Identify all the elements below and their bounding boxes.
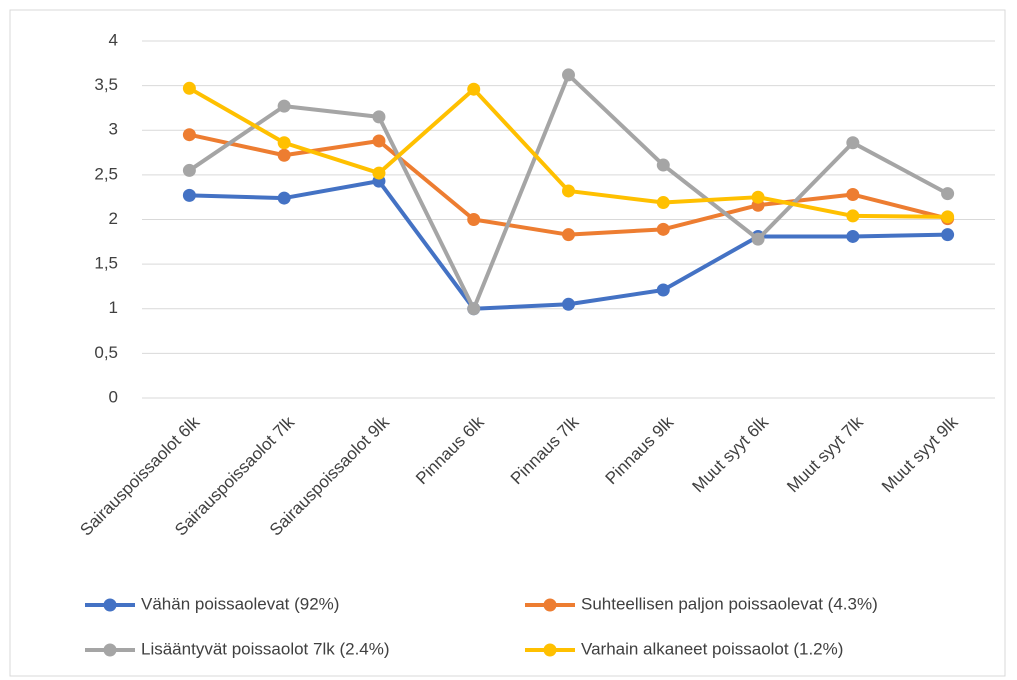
legend-label: Suhteellisen paljon poissaolevat (4.3%) [581,594,878,613]
data-point [941,228,955,242]
data-point [846,229,860,243]
data-point [562,228,575,242]
y-tick-label: 1,5 [94,254,118,273]
y-tick-label: 0,5 [94,343,118,362]
y-tick-label: 3,5 [94,75,118,94]
data-point [277,191,291,205]
data-point [562,184,575,198]
legend-marker [103,598,117,612]
data-point [656,196,670,210]
data-point [182,163,196,177]
legend-label: Lisääntyvät poissaolot 7lk (2.4%) [141,639,390,658]
legend-label: Varhain alkaneet poissaolot (1.2%) [581,639,843,658]
data-point [467,82,481,96]
data-point [182,188,196,202]
data-point [846,209,860,223]
y-tick-label: 3 [109,120,118,139]
data-point [846,188,860,202]
data-point [846,136,860,150]
legend-marker [103,643,117,657]
data-point [277,136,291,150]
data-point [277,148,291,162]
data-point [656,222,670,236]
y-tick-label: 2 [109,209,118,228]
data-point [941,187,955,201]
data-point [467,213,481,226]
legend-marker [543,598,557,612]
data-point [656,283,670,297]
y-tick-label: 0 [109,387,118,406]
y-tick-label: 2,5 [94,164,118,183]
data-point [562,297,575,311]
y-tick-label: 1 [109,298,118,317]
data-point [751,232,765,246]
chart-border [9,9,1006,677]
data-point [372,110,386,124]
data-point [372,134,386,148]
data-point [941,210,955,224]
y-tick-label: 4 [109,30,118,49]
data-point [182,81,196,95]
data-point [562,68,575,82]
data-point [751,190,765,204]
data-point [277,99,291,113]
data-point [182,128,196,142]
data-point [656,158,670,172]
legend-label: Vähän poissaolevat (92%) [141,594,339,613]
data-point [467,302,481,316]
legend-marker [543,643,557,657]
data-point [372,166,386,180]
